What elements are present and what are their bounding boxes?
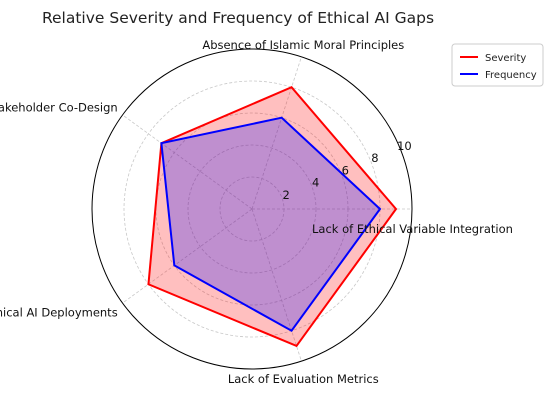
chart-title: Relative Severity and Frequency of Ethic… (42, 9, 434, 27)
series-fill-severity (148, 87, 396, 346)
series-line-frequency (160, 116, 382, 333)
legend-label-severity: Severity (485, 53, 526, 64)
tick-label: 4 (312, 176, 319, 190)
series-fill-frequency (161, 117, 380, 331)
tick-label: 6 (342, 163, 349, 177)
series-layer (147, 86, 398, 348)
grid-spoke (251, 208, 302, 362)
legend: Severity Frequency (451, 43, 544, 87)
legend-box (451, 43, 544, 87)
category-label: Absence of Islamic Moral Principles (202, 38, 404, 52)
tick-label: 10 (397, 139, 412, 153)
category-label: Lack of Ethical Variable Integration (312, 222, 513, 236)
category-label: Limited Ethical AI Deployments (0, 306, 118, 320)
category-label: Lack of Evaluation Metrics (228, 372, 379, 386)
grid-ring (187, 144, 317, 274)
grid-spoke (122, 114, 253, 210)
tick-label: 8 (371, 151, 378, 165)
legend-label-frequency: Frequency (485, 70, 537, 81)
outer-ring (91, 48, 413, 370)
series-line-severity (147, 86, 398, 348)
grid-spoke (122, 208, 253, 304)
grid-spoke (251, 56, 302, 210)
tick-label: 2 (283, 188, 290, 202)
category-label: Minimal Stakeholder Co-Design (0, 100, 118, 114)
labels: 2 4 6 8 10 Lack of Ethical Variable Integrati… (0, 38, 513, 386)
